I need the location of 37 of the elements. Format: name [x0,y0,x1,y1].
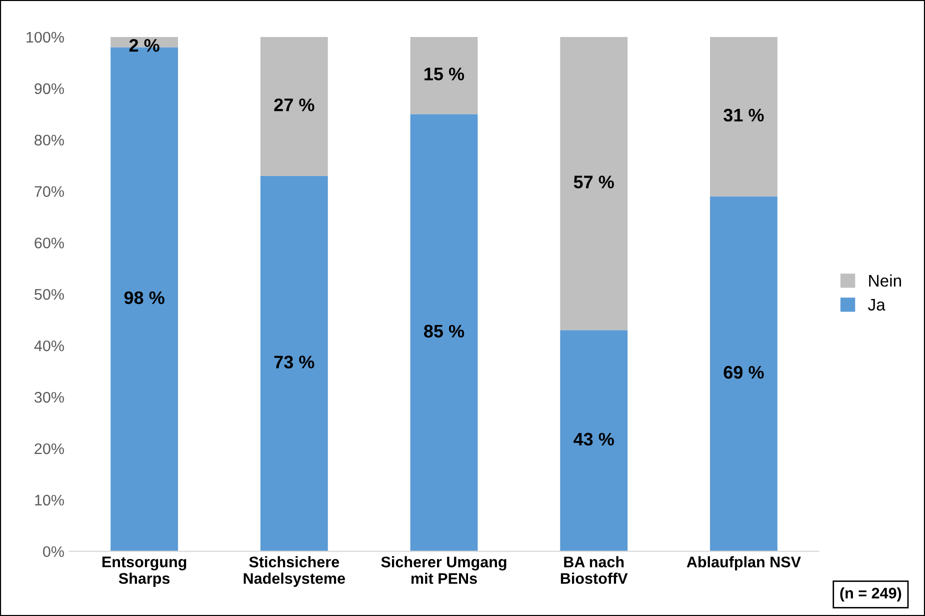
y-tick-label: 70% [34,186,64,197]
data-label: 85 % [424,324,464,338]
data-label: 15 % [424,68,464,80]
data-label: 69 % [724,366,764,379]
x-tick-label: BA nach BiostoffV [560,556,628,584]
data-label: 27 % [274,98,314,112]
y-tick-label: 100% [26,32,64,43]
y-tick-label: 80% [34,134,64,146]
data-label: 57 % [574,176,614,188]
bar [410,36,478,114]
bar [710,196,778,552]
y-tick-label: 50% [34,289,64,300]
bar [260,36,328,176]
y-tick-label: 40% [34,340,64,352]
legend-label: Nein [869,274,901,287]
data-label: 43 % [574,432,614,446]
data-label: 98 % [124,291,164,304]
bar [560,36,628,330]
y-tick-label: 0% [43,546,64,558]
x-tick-label: Stichsichere Nadelsysteme [244,556,346,587]
y-tick-label: 30% [34,392,64,403]
bar [710,36,778,196]
x-tick-label: Ablaufplan NSV [686,556,801,570]
data-label: 73 % [274,356,314,368]
y-tick-label: 60% [34,238,64,248]
data-label: 2 % [129,38,160,52]
y-tick-label: 90% [34,83,64,94]
legend-label: Ja [868,299,886,311]
y-tick-label: 20% [34,443,64,454]
x-tick-label: Entsorgung Sharps [102,556,186,587]
bar [560,330,628,552]
bar [410,114,478,552]
x-tick-label: Sicherer Umgang mit PENs [381,556,506,584]
text: (n = 249) [840,587,902,602]
data-label: 31 % [724,108,764,122]
bar [260,176,328,552]
y-tick-label: 10% [35,494,64,506]
